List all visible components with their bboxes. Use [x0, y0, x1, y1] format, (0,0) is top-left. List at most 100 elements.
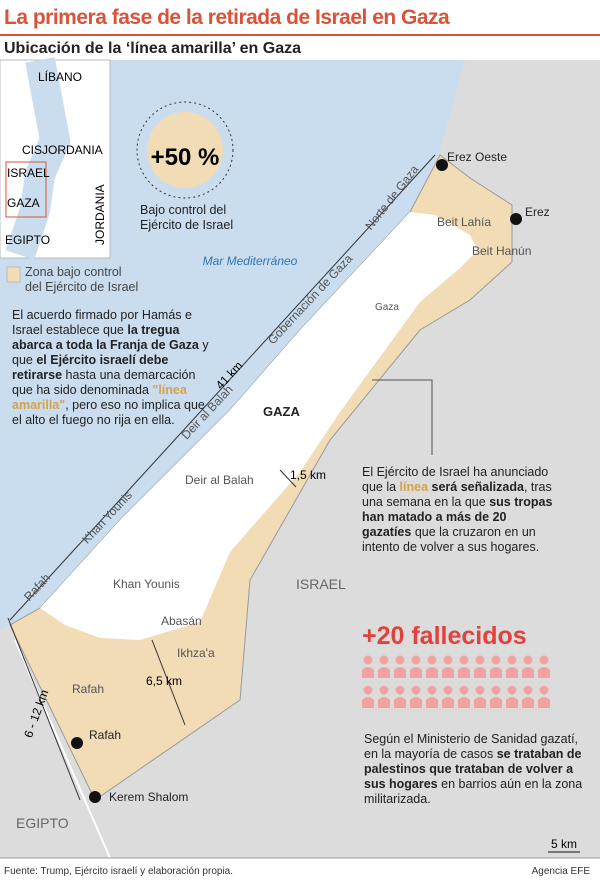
- person-icon: [379, 685, 389, 695]
- source: Fuente: Trump, Ejército israelí y elabor…: [4, 866, 233, 877]
- person-icon: [539, 685, 549, 695]
- person-icon: [395, 655, 405, 665]
- person-icon: [443, 685, 453, 695]
- person-icon: [363, 685, 373, 695]
- measure-line: [9, 154, 436, 621]
- inset-label: ISRAEL: [7, 166, 50, 180]
- person-icon: [474, 697, 486, 708]
- text: Según el Ministerio de Sanidad gazatí, e…: [364, 732, 579, 761]
- agency: Agencia EFE: [531, 866, 590, 877]
- inset-label: JORDANIA: [93, 184, 107, 245]
- place-label: Rafah: [72, 682, 104, 696]
- place-label: Gaza: [375, 302, 399, 313]
- person-icon: [410, 697, 422, 708]
- measure-line: [279, 469, 297, 488]
- person-icon: [410, 667, 422, 678]
- text: será señalizada: [428, 480, 524, 494]
- text: hasta una demarcación que ha sido denomi…: [12, 368, 196, 397]
- place-label: Khan Younis: [113, 577, 180, 591]
- place-label: GAZA: [263, 404, 300, 419]
- announcement-text: El Ejército de Israel ha anunciado que l…: [362, 465, 557, 555]
- measure-line: [7, 617, 81, 801]
- person-icon: [475, 685, 485, 695]
- person-icon: [539, 655, 549, 665]
- text: que la cruzaron en un intento de volver …: [362, 525, 540, 554]
- person-icon: [507, 685, 517, 695]
- text: El Ejército de Israel ha anunciado que l…: [362, 465, 549, 494]
- text: sus tropas han matado a más de 20 gazatí…: [362, 495, 553, 539]
- casualties-text: Según el Ministerio de Sanidad gazatí, e…: [364, 732, 584, 807]
- stat-value: +50 %: [151, 144, 220, 171]
- person-icon: [475, 655, 485, 665]
- distance-label: 6,5 km: [146, 674, 182, 688]
- sea-label: Mar Mediterráneo: [203, 254, 298, 268]
- person-icon: [378, 667, 390, 678]
- gaza-free-zone: [40, 212, 478, 640]
- country-label: EGIPTO: [16, 815, 69, 831]
- person-icon: [523, 685, 533, 695]
- stat-label: Bajo control del Ejército de Israel: [140, 203, 234, 232]
- country-label: ISRAEL: [296, 576, 346, 592]
- text: , pero eso no implica que el alto el fue…: [12, 398, 205, 427]
- agreement-text: El acuerdo firmado por Hamás e Israel es…: [12, 308, 212, 428]
- person-icon: [426, 697, 438, 708]
- text: en barrios aún en la zona militarizada.: [364, 777, 583, 806]
- inset-sea: [5, 57, 71, 260]
- person-icon: [442, 697, 454, 708]
- inset-label: EGIPTO: [5, 233, 50, 247]
- person-icon: [523, 655, 533, 665]
- place-label: Abasán: [161, 614, 202, 628]
- person-icon: [459, 685, 469, 695]
- place-label: Beit Hanún: [472, 244, 531, 258]
- place-label: Rafah: [89, 728, 121, 742]
- person-icon: [394, 667, 406, 678]
- inset-label: CISJORDANIA: [22, 143, 103, 157]
- person-icon: [506, 667, 518, 678]
- text: , tras una semana en la que: [362, 480, 552, 509]
- person-icon: [427, 655, 437, 665]
- person-icon: [491, 685, 501, 695]
- stat-circle: [147, 112, 223, 188]
- person-icon: [506, 697, 518, 708]
- person-icon: [411, 655, 421, 665]
- place-label: Erez Oeste: [447, 150, 507, 164]
- person-icon: [459, 655, 469, 665]
- person-icon: [426, 667, 438, 678]
- pictogram: [362, 655, 550, 708]
- place-label: Erez: [525, 205, 550, 219]
- title: La primera fase de la retirada de Israel…: [4, 6, 450, 29]
- inset-box: [5, 161, 47, 218]
- person-icon: [362, 697, 374, 708]
- legend-swatch: [6, 266, 21, 283]
- person-icon: [538, 667, 550, 678]
- place-label: Deir al Balah: [185, 473, 254, 487]
- subtitle: Ubicación de la ‘línea amarilla’ en Gaza: [4, 40, 302, 57]
- person-icon: [522, 697, 534, 708]
- distance-label: 1,5 km: [290, 468, 326, 482]
- person-icon: [442, 667, 454, 678]
- text: se trataban de palestinos que trataban d…: [364, 747, 582, 791]
- text: El acuerdo firmado por Hamás e Israel es…: [12, 308, 192, 337]
- person-icon: [379, 655, 389, 665]
- inset-label: GAZA: [7, 196, 40, 210]
- place-label: Kerem Shalom: [109, 790, 188, 804]
- place-label: Ikhza'a: [177, 646, 215, 660]
- text: línea: [399, 480, 429, 494]
- person-icon: [411, 685, 421, 695]
- place-label: Beit Lahía: [437, 215, 491, 229]
- text: el Ejército israelí debe retirarse: [12, 353, 169, 382]
- person-icon: [395, 685, 405, 695]
- text: la tregua abarca a toda la Franja de Gaz…: [12, 323, 199, 352]
- casualties-title: +20 fallecidos: [362, 622, 527, 650]
- person-icon: [443, 655, 453, 665]
- person-icon: [474, 667, 486, 678]
- person-icon: [491, 655, 501, 665]
- person-icon: [363, 655, 373, 665]
- stat-ring: [136, 101, 234, 199]
- legend-label: Zona bajo control del Ejército de Israel: [25, 265, 139, 294]
- person-icon: [394, 697, 406, 708]
- sea: [0, 60, 465, 630]
- person-icon: [538, 697, 550, 708]
- callout-line: [372, 379, 433, 455]
